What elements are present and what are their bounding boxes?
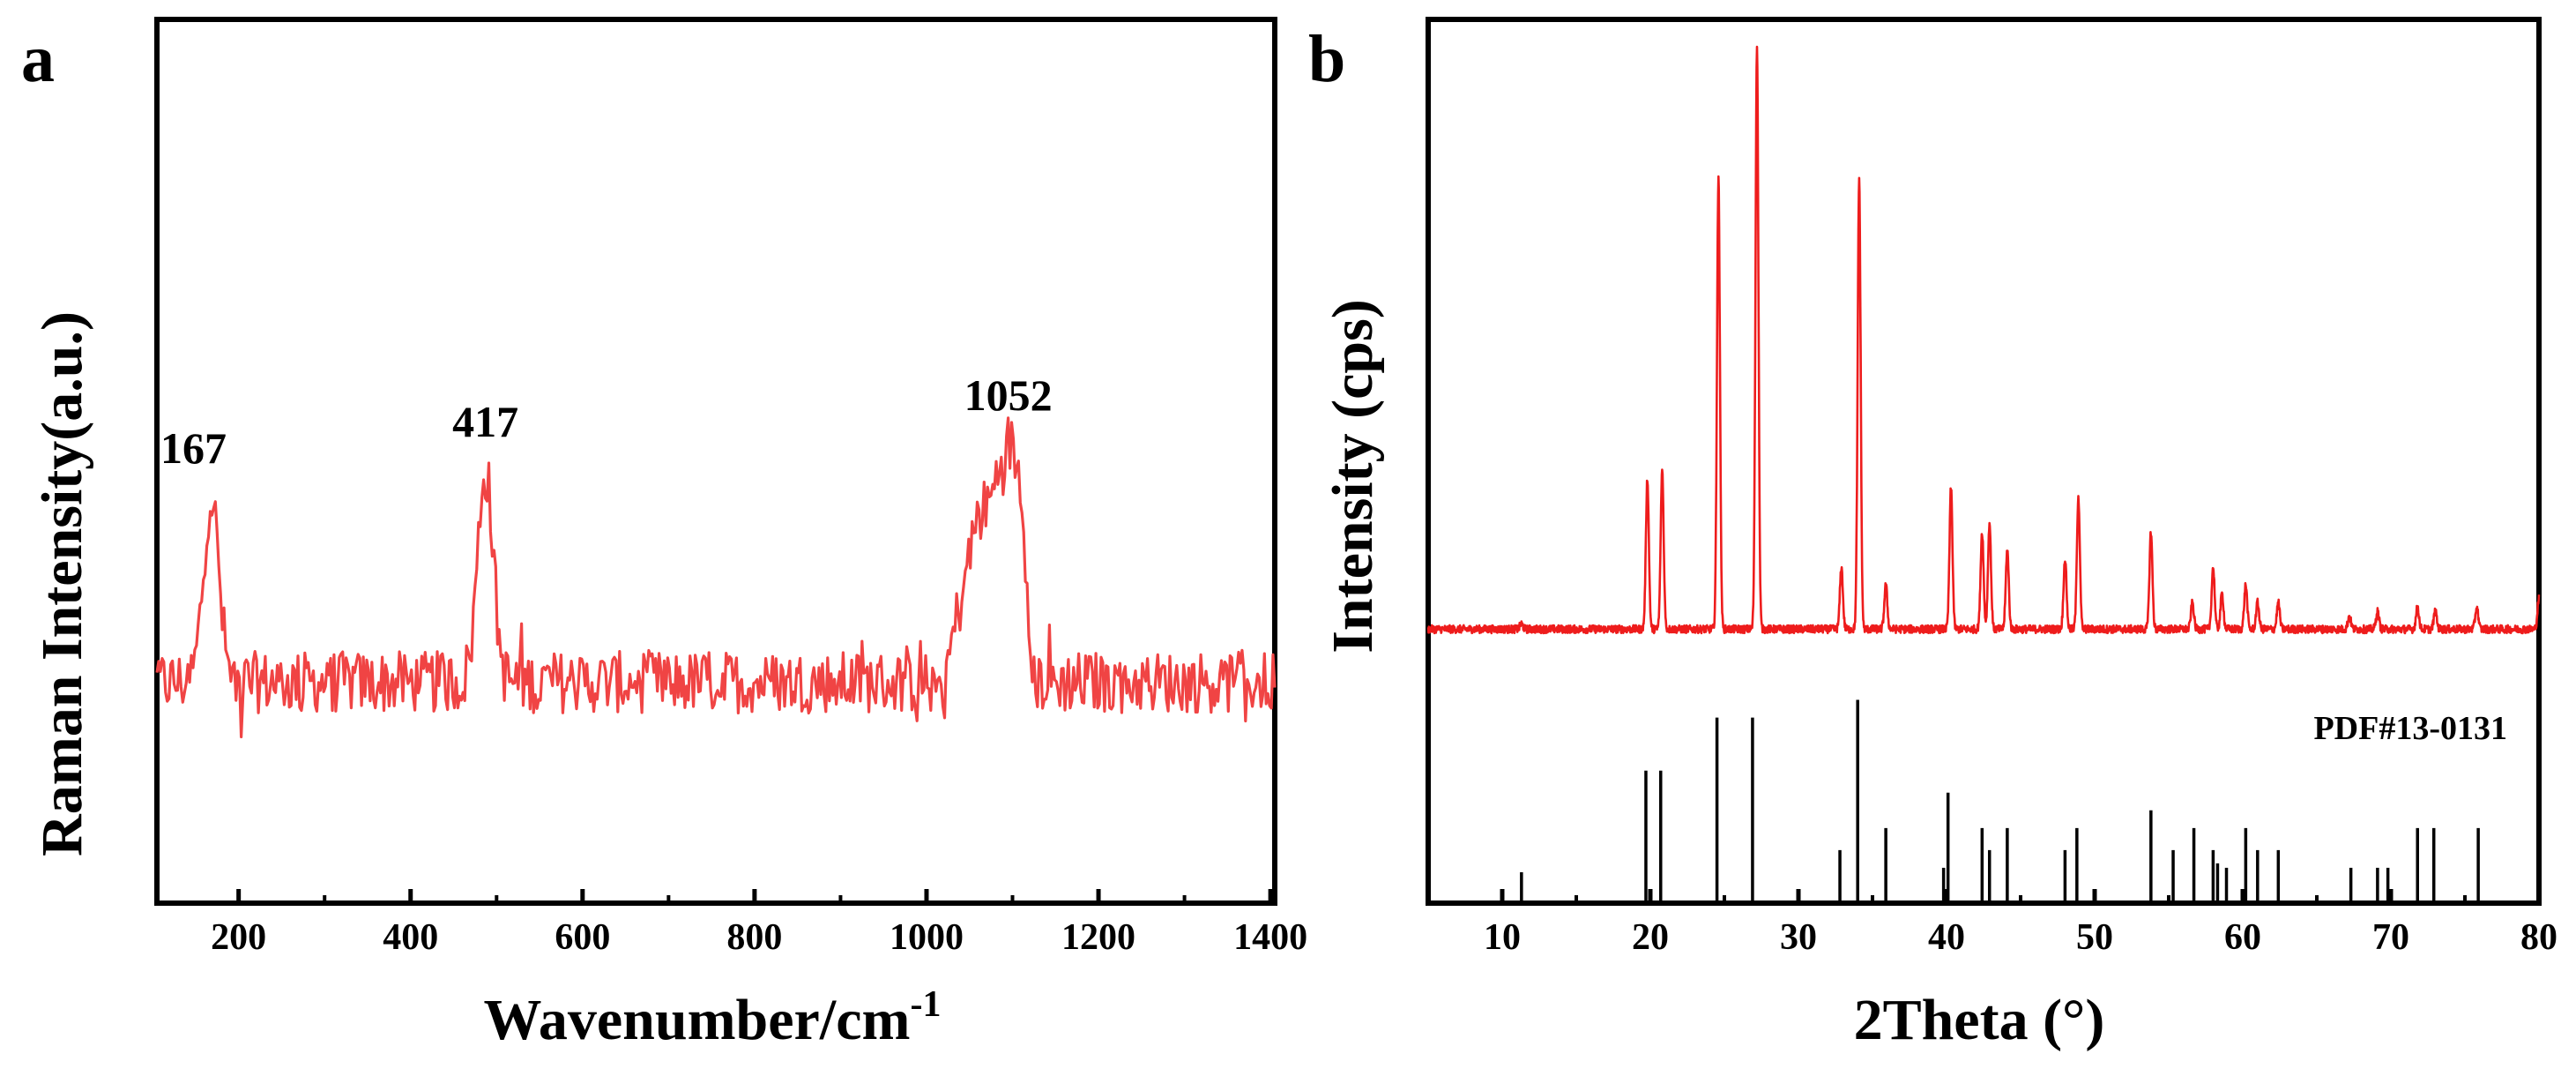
raman-xtick-label-400: 400 <box>383 917 438 958</box>
xrd-x-axis-title: 2Theta (°) <box>1854 988 2105 1052</box>
panel-letter-b: b <box>1308 22 1345 96</box>
panel-letter-a: a <box>21 22 55 96</box>
raman-xtick-label-1000: 1000 <box>890 917 964 958</box>
xrd-xtick-label-50: 50 <box>2076 917 2113 958</box>
xrd-xtick-label-70: 70 <box>2372 917 2409 958</box>
raman-xtick-label-1400: 1400 <box>1233 917 1307 958</box>
raman-plot-area: 200 400 600 800 1000 1200 1400 167 417 1052 <box>154 17 1307 958</box>
raman-panel: a Raman Intensity(a.u.) 200 400 600 800 1000… <box>21 17 1307 1052</box>
xrd-xtick-label-20: 20 <box>1632 917 1669 958</box>
raman-y-axis-title: Raman Intensity(a.u.) <box>30 311 94 856</box>
raman-x-axis-title-superscript: -1 <box>910 984 941 1025</box>
xrd-xtick-label-30: 30 <box>1780 917 1817 958</box>
xrd-xtick-label-60: 60 <box>2224 917 2261 958</box>
raman-x-axis-title: Wavenumber/cm-1 <box>484 984 942 1052</box>
xrd-xtick-label-10: 10 <box>1484 917 1521 958</box>
xrd-xtick-label-40: 40 <box>1928 917 1965 958</box>
raman-xtick-label-200: 200 <box>211 917 266 958</box>
raman-xtick-label-600: 600 <box>555 917 610 958</box>
raman-peak-label-1052: 1052 <box>964 370 1053 420</box>
xrd-sample-pattern-line <box>1426 45 2541 635</box>
pdf-reference-label: PDF#13-0131 <box>2313 710 2507 747</box>
xrd-xtick-label-80: 80 <box>2520 917 2557 958</box>
xrd-y-axis-title: Intensity (cps) <box>1321 299 1385 654</box>
raman-x-axis-title-main: Wavenumber/cm <box>484 988 911 1052</box>
raman-peak-label-417: 417 <box>452 397 518 446</box>
raman-xtick-label-800: 800 <box>726 917 782 958</box>
raman-peak-label-167: 167 <box>160 423 227 473</box>
raman-xtick-label-1200: 1200 <box>1061 917 1135 958</box>
xrd-panel: b Intensity (cps) 10 20 30 40 50 60 70 80 2Thet… <box>1308 17 2557 1052</box>
xrd-plot-area: 10 20 30 40 50 60 70 80 <box>1426 17 2557 958</box>
raman-frame <box>154 17 1277 906</box>
xrd-frame <box>1426 17 2542 906</box>
raman-spectrum-line <box>155 416 1277 739</box>
